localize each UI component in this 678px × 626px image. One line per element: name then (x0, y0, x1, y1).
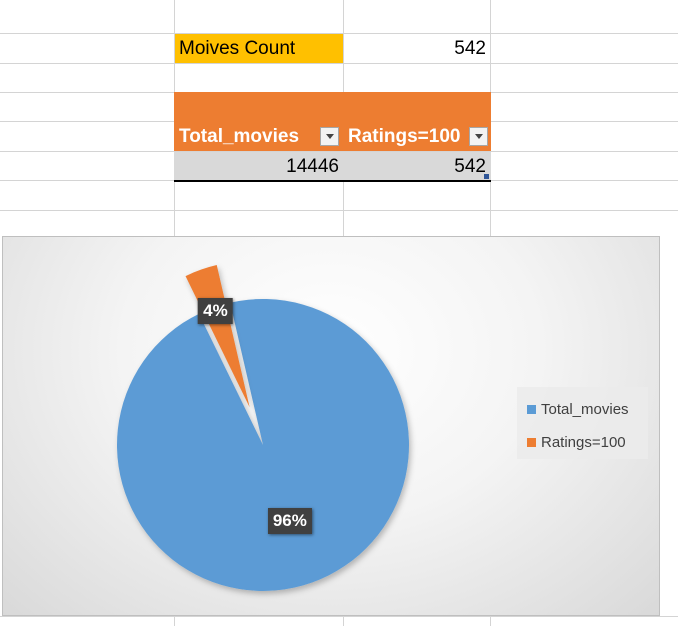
dropdown-arrow-icon (325, 134, 334, 139)
chart-legend[interactable]: Total_movies Ratings=100 (517, 387, 648, 459)
filter-dropdown-button[interactable] (469, 127, 488, 146)
row-gridline (0, 210, 678, 211)
pie-chart[interactable]: 96% 4% Total_movies Ratings=100 (2, 236, 660, 616)
legend-label-ratings: Ratings=100 (541, 434, 626, 451)
legend-item-total-movies: Total_movies (527, 401, 629, 418)
header-label-total-movies: Total_movies (179, 126, 300, 147)
movies-count-value: 542 (454, 38, 486, 59)
pie-slice-total-movies[interactable] (117, 299, 410, 591)
legend-label-total-movies: Total_movies (541, 401, 629, 418)
table-bottom-border (174, 180, 491, 182)
filter-dropdown-button[interactable] (320, 127, 339, 146)
movies-count-label: Moives Count (179, 38, 296, 59)
legend-swatch-total-movies (527, 405, 536, 414)
row-gridline (0, 151, 678, 152)
ratings-value: 542 (454, 155, 486, 177)
total-movies-value: 14446 (286, 155, 339, 177)
legend-swatch-ratings (527, 438, 536, 447)
table-cell-ratings[interactable]: 542 (344, 152, 490, 180)
dropdown-arrow-icon (474, 134, 483, 139)
row-gridline (0, 616, 678, 617)
table-cell-total-movies[interactable]: 14446 (175, 152, 343, 180)
data-label-ratings: 4% (198, 297, 233, 324)
row-gridline (0, 33, 678, 34)
data-label-total-movies: 96% (267, 507, 312, 534)
movies-count-label-cell[interactable]: Moives Count (175, 34, 343, 63)
table-header-total-movies[interactable]: Total_movies (175, 122, 343, 151)
movies-count-value-cell[interactable]: 542 (344, 34, 490, 63)
legend-item-ratings: Ratings=100 (527, 434, 626, 451)
row-gridline (0, 63, 678, 64)
header-label-ratings: Ratings=100 (348, 126, 461, 147)
table-resize-handle[interactable] (484, 174, 489, 179)
table-data-row (174, 152, 491, 180)
table-header-ratings[interactable]: Ratings=100 (344, 122, 490, 151)
